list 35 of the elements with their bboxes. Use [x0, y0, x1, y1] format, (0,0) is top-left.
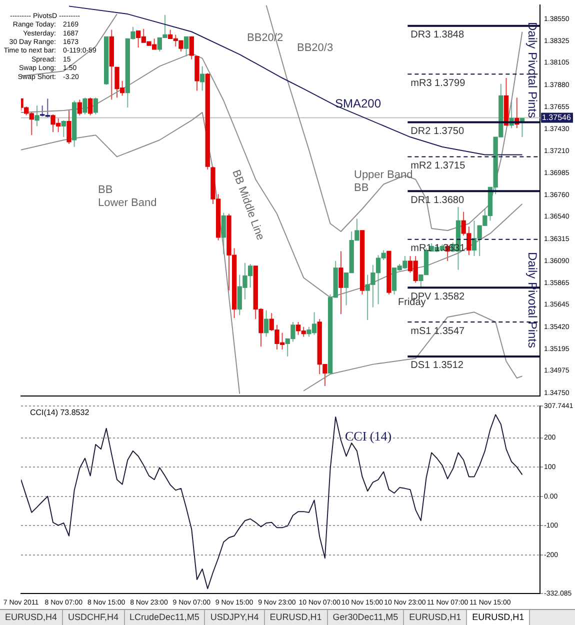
candlestick	[66, 108, 72, 144]
text: USDCHF,H4	[63, 610, 125, 625]
candlestick	[200, 66, 205, 92]
text: EURUSD,H1	[467, 610, 530, 625]
ref-line-label: DR3 1.3848	[410, 30, 464, 41]
candlestick	[189, 36, 194, 60]
text: USDJPY,H4	[205, 610, 265, 625]
text: EURUSD,H1	[264, 610, 328, 625]
candlestick	[88, 97, 93, 116]
candlestick	[82, 97, 88, 115]
annotation: BB Lower Band	[98, 184, 157, 210]
annotation: BB20/3	[297, 42, 334, 54]
candlestick	[34, 105, 40, 127]
candlestick	[184, 36, 189, 57]
text: EURUSD,H4	[0, 610, 64, 625]
annotation: Friday	[398, 296, 426, 308]
candlestick	[93, 97, 98, 115]
candlestick	[264, 310, 269, 338]
text: LCrudeDec11,M5	[124, 610, 206, 625]
candlestick	[77, 99, 82, 116]
annotation: CCI (14)	[345, 428, 392, 444]
ref-line-label: mR3 1.3799	[410, 78, 466, 89]
ref-line-label: DS1 1.3512	[410, 360, 464, 372]
text: Ger30Dec11,M5	[328, 610, 404, 625]
annotation: Upper Band BB	[354, 169, 413, 194]
ref-line-label: 1.37546	[542, 112, 572, 122]
annotation: CCI(14) 73.8532	[30, 408, 90, 418]
ref-line-label: DR2 1.3750	[410, 126, 464, 138]
annotation: SMA200	[335, 96, 382, 110]
candlestick	[338, 250, 344, 315]
candlestick	[221, 212, 226, 255]
candlestick	[61, 120, 66, 138]
text: EURUSD,H1	[404, 610, 468, 625]
ref-line-label: mR2 1.3715	[410, 160, 466, 172]
annotation: BB Middle Line	[230, 168, 266, 242]
